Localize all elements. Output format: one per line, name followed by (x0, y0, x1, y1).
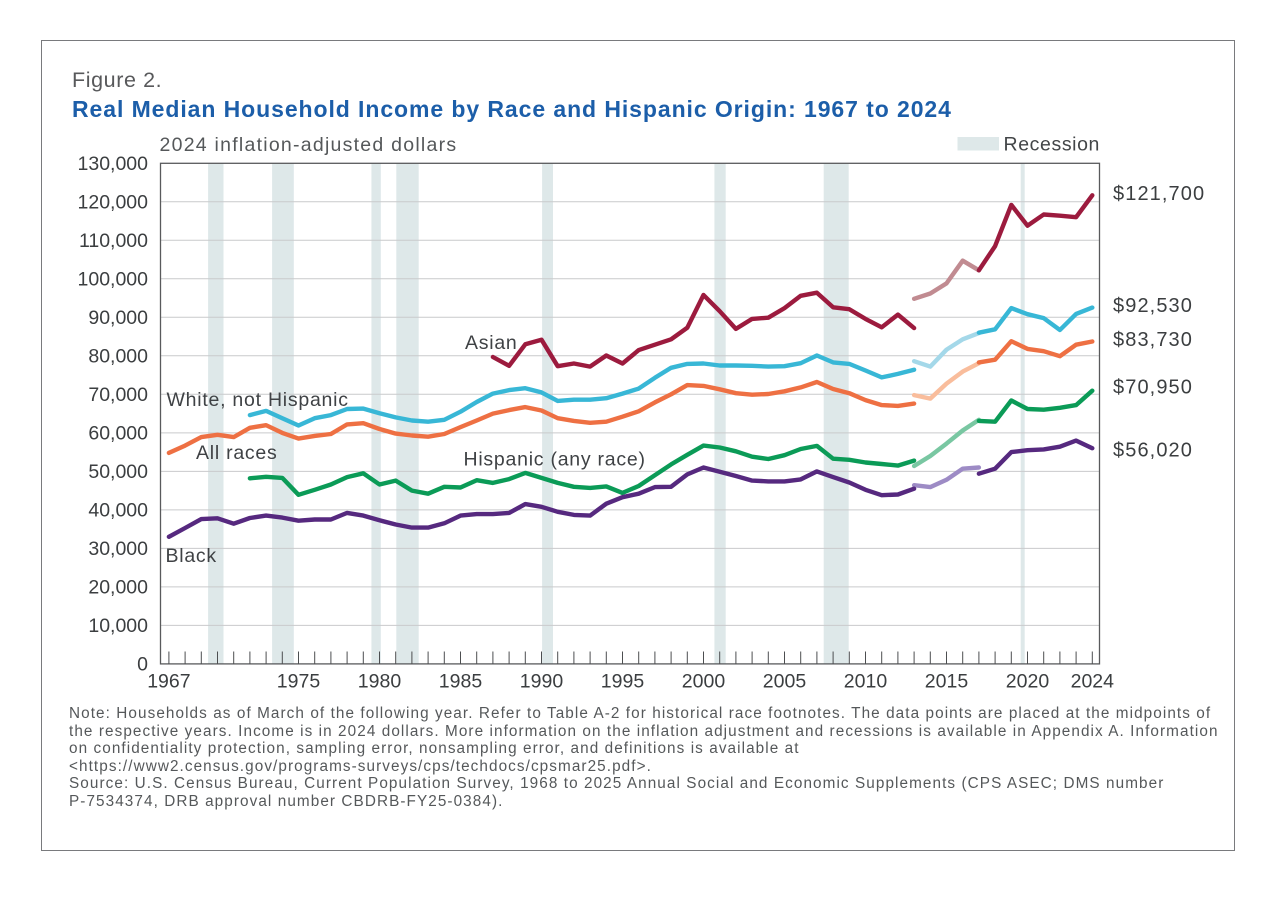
svg-text:1990: 1990 (520, 671, 564, 693)
svg-text:1985: 1985 (439, 671, 483, 693)
svg-text:2000: 2000 (682, 671, 726, 693)
svg-text:1980: 1980 (358, 671, 402, 693)
svg-text:All races: All races (196, 442, 278, 464)
svg-text:$70,950: $70,950 (1113, 376, 1193, 398)
svg-text:$121,700: $121,700 (1113, 183, 1205, 205)
svg-text:$92,530: $92,530 (1113, 295, 1193, 317)
svg-text:10,000: 10,000 (88, 615, 148, 637)
svg-text:30,000: 30,000 (88, 538, 148, 560)
svg-text:2020: 2020 (1006, 671, 1050, 693)
svg-text:0: 0 (137, 653, 148, 675)
svg-text:1975: 1975 (277, 671, 321, 693)
svg-text:1995: 1995 (601, 671, 645, 693)
svg-text:1967: 1967 (147, 671, 190, 693)
svg-text:90,000: 90,000 (88, 307, 148, 329)
svg-text:Recession: Recession (1004, 134, 1100, 156)
svg-text:$83,730: $83,730 (1113, 329, 1193, 351)
svg-text:2010: 2010 (844, 671, 888, 693)
svg-text:40,000: 40,000 (88, 499, 148, 521)
svg-text:50,000: 50,000 (88, 461, 148, 483)
svg-text:2024: 2024 (1071, 671, 1115, 693)
svg-text:2005: 2005 (763, 671, 807, 693)
svg-text:20,000: 20,000 (88, 576, 148, 598)
svg-text:120,000: 120,000 (78, 191, 149, 213)
svg-text:Asian: Asian (465, 332, 518, 354)
svg-text:110,000: 110,000 (79, 230, 148, 252)
svg-text:80,000: 80,000 (88, 345, 148, 367)
svg-text:2024 inflation-adjusted dollar: 2024 inflation-adjusted dollars (160, 134, 458, 156)
svg-text:White, not Hispanic: White, not Hispanic (167, 389, 349, 411)
svg-text:Black: Black (166, 545, 217, 567)
svg-text:60,000: 60,000 (88, 422, 148, 444)
svg-text:100,000: 100,000 (78, 268, 149, 290)
svg-text:Hispanic (any race): Hispanic (any race) (464, 449, 646, 471)
svg-text:70,000: 70,000 (88, 384, 148, 406)
svg-text:2015: 2015 (925, 671, 969, 693)
svg-text:$56,020: $56,020 (1113, 439, 1193, 461)
svg-text:130,000: 130,000 (78, 153, 149, 175)
